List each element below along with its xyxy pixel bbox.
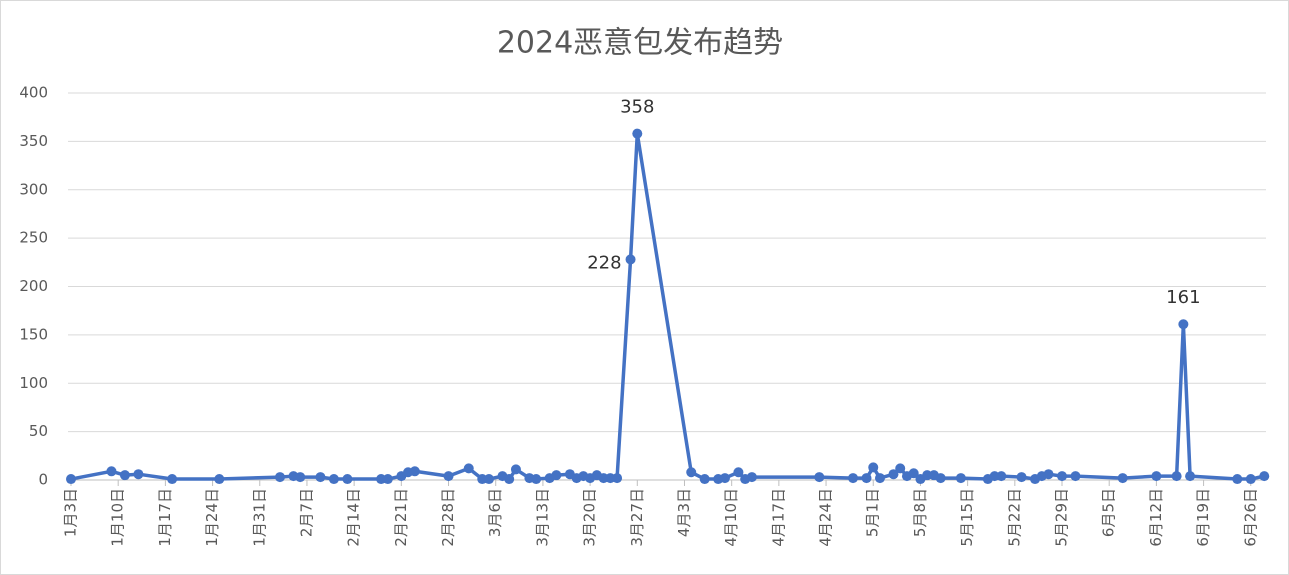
data-point: [551, 470, 562, 481]
data-label: 161: [1166, 287, 1200, 308]
data-point: [1151, 471, 1162, 482]
y-tick-label: 400: [19, 84, 48, 102]
x-tick-label: 6月19日: [1194, 488, 1212, 547]
data-point: [382, 474, 393, 485]
data-point: [483, 474, 494, 485]
data-point: [119, 470, 130, 481]
x-tick-label: 3月6日: [486, 488, 504, 537]
data-point: [167, 474, 178, 485]
x-tick-label: 5月15日: [958, 488, 976, 547]
x-tick-label: 1月31日: [250, 488, 268, 547]
data-point: [955, 473, 966, 484]
x-tick-label: 2月14日: [345, 488, 363, 547]
data-label: 358: [620, 97, 654, 118]
data-point: [1171, 471, 1182, 482]
data-point: [612, 473, 623, 484]
data-point: [463, 463, 474, 474]
data-point: [848, 473, 859, 484]
x-tick-label: 5月8日: [911, 488, 929, 537]
data-point: [328, 474, 339, 485]
x-tick-label: 4月10日: [722, 488, 740, 547]
x-tick-label: 1月24日: [203, 488, 221, 547]
data-point: [510, 464, 521, 475]
y-tick-label: 150: [19, 325, 48, 343]
y-tick-label: 200: [19, 277, 48, 295]
x-tick-label: 2月21日: [392, 488, 410, 547]
data-point: [1016, 472, 1027, 483]
data-point: [133, 469, 144, 480]
data-point: [625, 254, 636, 265]
x-tick-label: 2月28日: [439, 488, 457, 547]
data-point: [888, 469, 899, 480]
data-point: [1117, 473, 1128, 484]
x-tick-label: 5月1日: [864, 488, 882, 537]
data-point: [895, 463, 906, 474]
x-tick-label: 6月12日: [1147, 488, 1165, 547]
data-point: [1232, 474, 1243, 485]
data-point: [861, 473, 872, 484]
data-point: [686, 467, 697, 478]
data-point: [935, 473, 946, 484]
x-tick-label: 6月5日: [1100, 488, 1118, 537]
y-tick-label: 50: [29, 422, 48, 440]
x-tick-label: 3月20日: [581, 488, 599, 547]
data-point: [106, 466, 117, 477]
data-point: [443, 471, 454, 482]
data-point: [1245, 474, 1256, 485]
x-tick-label: 1月10日: [109, 488, 127, 547]
y-tick-label: 250: [19, 229, 48, 247]
data-point: [996, 471, 1007, 482]
x-tick-label: 2月7日: [297, 488, 315, 537]
data-point: [214, 474, 225, 485]
y-tick-label: 0: [38, 471, 48, 489]
x-tick-label: 4月3日: [675, 488, 693, 537]
x-tick-label: 1月17日: [156, 488, 174, 547]
x-tick-label: 1月3日: [62, 488, 80, 537]
x-tick-label: 3月27日: [628, 488, 646, 547]
x-tick-label: 6月26日: [1241, 488, 1259, 547]
data-point: [1185, 471, 1196, 482]
x-tick-label: 4月24日: [817, 488, 835, 547]
y-tick-label: 100: [19, 374, 48, 392]
data-point: [295, 472, 306, 483]
data-point: [868, 462, 879, 473]
chart-title: 2024恶意包发布趋势: [497, 26, 783, 61]
data-label: 228: [587, 252, 621, 273]
data-point: [874, 473, 885, 484]
data-point: [504, 474, 515, 485]
x-tick-label: 3月13日: [533, 488, 551, 547]
data-point: [746, 472, 757, 483]
data-point: [1259, 471, 1270, 482]
x-tick-label: 4月17日: [769, 488, 787, 547]
y-tick-label: 350: [19, 132, 48, 150]
data-point: [531, 474, 542, 485]
data-point: [1070, 471, 1081, 482]
data-point: [66, 474, 76, 485]
data-point: [814, 472, 825, 483]
data-point: [1043, 469, 1054, 480]
data-point: [342, 474, 353, 485]
data-point: [733, 467, 744, 478]
data-point: [908, 468, 919, 479]
x-tick-label: 5月29日: [1053, 488, 1071, 547]
data-point: [1178, 319, 1189, 330]
data-point: [719, 473, 730, 484]
data-point: [699, 474, 710, 485]
y-tick-label: 300: [19, 180, 48, 198]
data-point: [1057, 471, 1068, 482]
data-point: [315, 472, 326, 483]
x-tick-label: 5月22日: [1005, 488, 1023, 547]
data-point: [274, 472, 285, 483]
data-point: [409, 466, 420, 477]
data-point: [632, 128, 643, 139]
